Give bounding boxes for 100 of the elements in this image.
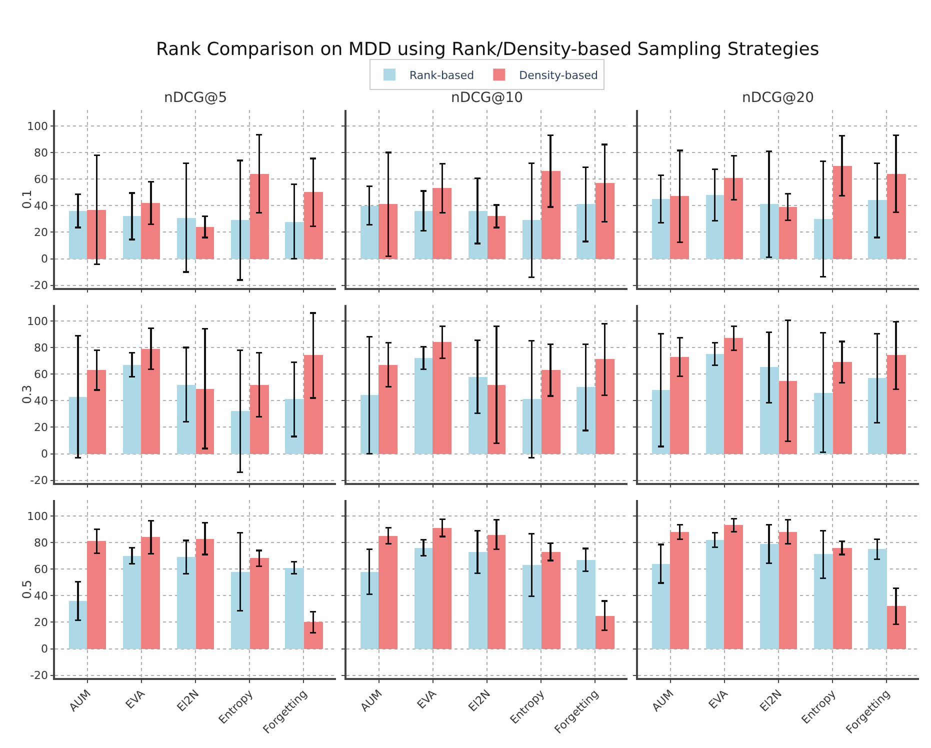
bar bbox=[414, 211, 432, 259]
bar bbox=[522, 565, 542, 650]
bar bbox=[868, 200, 887, 259]
y-tick-label: 40 bbox=[34, 590, 48, 603]
y-axis-title: 0.5 bbox=[20, 580, 34, 599]
bar bbox=[724, 525, 743, 650]
bar bbox=[250, 385, 269, 454]
bar bbox=[196, 539, 214, 650]
y-tick-label: 100 bbox=[27, 314, 48, 328]
bar bbox=[177, 557, 196, 650]
bar bbox=[360, 572, 378, 650]
y-tick-label: 0 bbox=[41, 642, 48, 656]
chart-title: nDCG@5 bbox=[164, 90, 228, 106]
bar bbox=[250, 174, 269, 259]
bar bbox=[706, 540, 724, 650]
bar bbox=[285, 222, 304, 259]
y-tick-label: 0 bbox=[41, 448, 48, 461]
bar bbox=[123, 556, 141, 650]
bar bbox=[304, 622, 323, 650]
bar bbox=[378, 365, 398, 454]
bar bbox=[595, 359, 614, 454]
bar bbox=[760, 544, 779, 650]
y-tick-label: 100 bbox=[27, 510, 48, 523]
y-tick-label: 40 bbox=[34, 394, 48, 408]
bar bbox=[141, 537, 160, 650]
bar bbox=[360, 395, 378, 454]
y-tick-label: 60 bbox=[34, 368, 48, 381]
bar bbox=[670, 532, 689, 650]
y-tick-label: 60 bbox=[34, 172, 48, 186]
bar bbox=[304, 192, 323, 259]
bar bbox=[706, 195, 724, 259]
y-tick-label: 100 bbox=[27, 120, 48, 133]
bar bbox=[432, 528, 452, 650]
chart-title: nDCG@10 bbox=[451, 90, 524, 106]
bar bbox=[432, 188, 452, 259]
bar bbox=[414, 548, 432, 650]
bar bbox=[250, 558, 269, 650]
bar bbox=[576, 387, 596, 454]
bar bbox=[886, 355, 906, 454]
y-tick-label: 80 bbox=[34, 341, 48, 354]
y-axis-title: 0.1 bbox=[20, 190, 34, 209]
bar bbox=[541, 171, 560, 259]
bar bbox=[576, 560, 596, 650]
bar bbox=[378, 204, 398, 259]
bar bbox=[886, 606, 906, 650]
bar bbox=[304, 355, 323, 454]
bar bbox=[468, 211, 488, 259]
bar bbox=[414, 358, 432, 454]
bar bbox=[652, 564, 670, 650]
bar bbox=[832, 362, 852, 454]
legend-label: Rank-based bbox=[410, 68, 474, 82]
bar bbox=[468, 377, 488, 454]
bar bbox=[69, 601, 87, 650]
y-tick-label: 20 bbox=[34, 421, 48, 434]
bar bbox=[468, 552, 488, 650]
bar bbox=[778, 381, 797, 454]
bar bbox=[378, 536, 398, 650]
bar bbox=[760, 367, 779, 454]
bar bbox=[522, 399, 542, 454]
y-tick-label: 40 bbox=[34, 199, 48, 212]
bar bbox=[595, 183, 614, 259]
bar bbox=[652, 390, 670, 454]
bar bbox=[231, 572, 250, 650]
bar bbox=[196, 227, 214, 259]
bar bbox=[868, 378, 887, 454]
bar bbox=[123, 365, 141, 454]
bar bbox=[868, 549, 887, 650]
bar bbox=[231, 220, 250, 259]
bar bbox=[123, 216, 141, 259]
bar bbox=[285, 399, 304, 454]
bar bbox=[652, 199, 670, 259]
bar bbox=[670, 196, 689, 259]
bar bbox=[487, 216, 506, 259]
bar bbox=[522, 220, 542, 259]
y-tick-label: -20 bbox=[30, 279, 48, 292]
bar bbox=[595, 616, 614, 650]
bar bbox=[576, 204, 596, 259]
bar bbox=[724, 178, 743, 259]
bar bbox=[814, 554, 833, 650]
bar bbox=[69, 211, 87, 259]
text: Rank Comparison on MDD using Rank/Density-based Sampling Strategies bbox=[156, 39, 820, 60]
y-tick-label: 60 bbox=[34, 562, 48, 576]
y-tick-label: 80 bbox=[34, 536, 48, 550]
bar bbox=[87, 210, 106, 259]
y-tick-label: 20 bbox=[34, 226, 48, 240]
bar bbox=[360, 206, 378, 259]
bar bbox=[724, 338, 743, 454]
bar bbox=[87, 541, 106, 650]
bar bbox=[487, 535, 506, 650]
bar bbox=[432, 342, 452, 454]
bar bbox=[177, 385, 196, 454]
chart-title: nDCG@20 bbox=[742, 90, 814, 106]
y-axis-title: 0.3 bbox=[20, 384, 34, 404]
bar bbox=[541, 552, 560, 650]
bar bbox=[285, 568, 304, 650]
bar bbox=[87, 370, 106, 454]
legend-label: Density-based bbox=[519, 68, 598, 82]
bar bbox=[814, 393, 833, 454]
y-tick-label: -20 bbox=[30, 474, 48, 488]
y-tick-label: 20 bbox=[34, 616, 48, 630]
